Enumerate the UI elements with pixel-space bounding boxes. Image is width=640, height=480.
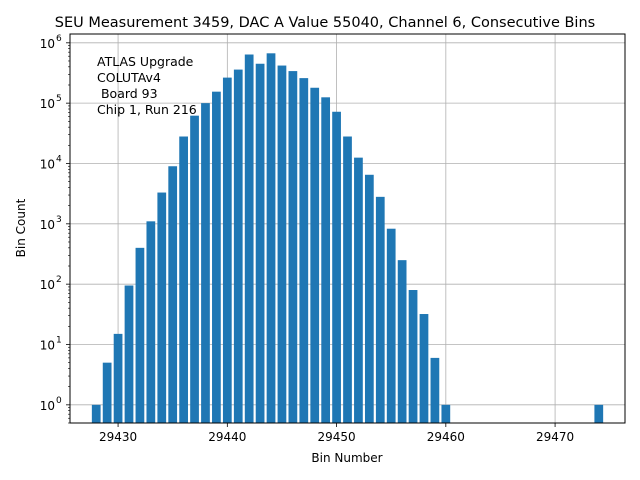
y-axis-label: Bin Count bbox=[14, 198, 28, 257]
bar bbox=[179, 136, 188, 423]
x-axis-label: Bin Number bbox=[311, 451, 382, 465]
annotation-block: ATLAS Upgrade COLUTAv4 Board 93 Chip 1, … bbox=[97, 54, 197, 117]
x-tick-label: 29460 bbox=[427, 430, 465, 444]
y-tick-label-base: 10 bbox=[40, 399, 55, 413]
bar bbox=[310, 87, 320, 423]
x-tick-label: 29430 bbox=[99, 430, 137, 444]
x-tick-label: 29440 bbox=[208, 430, 246, 444]
bar bbox=[102, 362, 112, 423]
bar bbox=[430, 357, 440, 423]
bar bbox=[201, 103, 210, 424]
bar bbox=[233, 69, 243, 423]
bar bbox=[594, 404, 604, 423]
plot-frame bbox=[69, 33, 626, 424]
bar bbox=[321, 97, 331, 424]
bar bbox=[135, 247, 145, 423]
bar bbox=[124, 285, 134, 423]
bar bbox=[386, 228, 396, 423]
annotation-line: COLUTAv4 bbox=[97, 70, 161, 85]
bar bbox=[288, 71, 298, 423]
bar bbox=[146, 221, 156, 423]
bar bbox=[343, 136, 352, 423]
y-tick-label-exponent: 2 bbox=[56, 275, 62, 285]
y-tick-label-base: 10 bbox=[40, 218, 55, 232]
annotation-line: Board 93 bbox=[97, 86, 158, 101]
annotation-line: ATLAS Upgrade bbox=[97, 54, 194, 69]
bar bbox=[266, 53, 276, 423]
bar bbox=[354, 157, 363, 423]
bar bbox=[332, 111, 341, 423]
bar bbox=[277, 65, 287, 423]
bar bbox=[190, 115, 199, 423]
y-tick-label-exponent: 1 bbox=[56, 336, 62, 346]
y-tick-label-base: 10 bbox=[40, 97, 55, 111]
y-tick-label-exponent: 4 bbox=[56, 154, 62, 164]
y-tick-label-base: 10 bbox=[40, 37, 55, 51]
bar bbox=[212, 91, 221, 424]
bar bbox=[419, 314, 429, 423]
x-tick-label: 29470 bbox=[536, 430, 574, 444]
bar bbox=[244, 54, 254, 424]
bar bbox=[168, 166, 178, 424]
bar bbox=[255, 63, 265, 424]
bar bbox=[397, 260, 407, 423]
bar bbox=[441, 404, 451, 423]
chart-title: SEU Measurement 3459, DAC A Value 55040,… bbox=[55, 15, 595, 31]
bar bbox=[375, 196, 385, 423]
y-tick-label-base: 10 bbox=[40, 157, 55, 171]
bars bbox=[91, 53, 604, 424]
bar bbox=[222, 77, 232, 423]
y-tick-label-exponent: 3 bbox=[56, 215, 62, 225]
y-tick-label-exponent: 6 bbox=[56, 34, 62, 44]
y-tick-label-base: 10 bbox=[40, 278, 55, 292]
y-tick-label-base: 10 bbox=[40, 339, 55, 353]
annotation-line: Chip 1, Run 216 bbox=[97, 102, 197, 117]
x-tick-label: 29450 bbox=[317, 430, 355, 444]
bar bbox=[113, 333, 123, 423]
bar bbox=[408, 290, 418, 423]
bar bbox=[157, 192, 167, 423]
y-tick-label-exponent: 5 bbox=[56, 94, 62, 104]
bar bbox=[91, 404, 101, 423]
bar bbox=[299, 78, 309, 424]
y-tick-label-exponent: 0 bbox=[56, 396, 62, 406]
bar bbox=[364, 174, 374, 423]
